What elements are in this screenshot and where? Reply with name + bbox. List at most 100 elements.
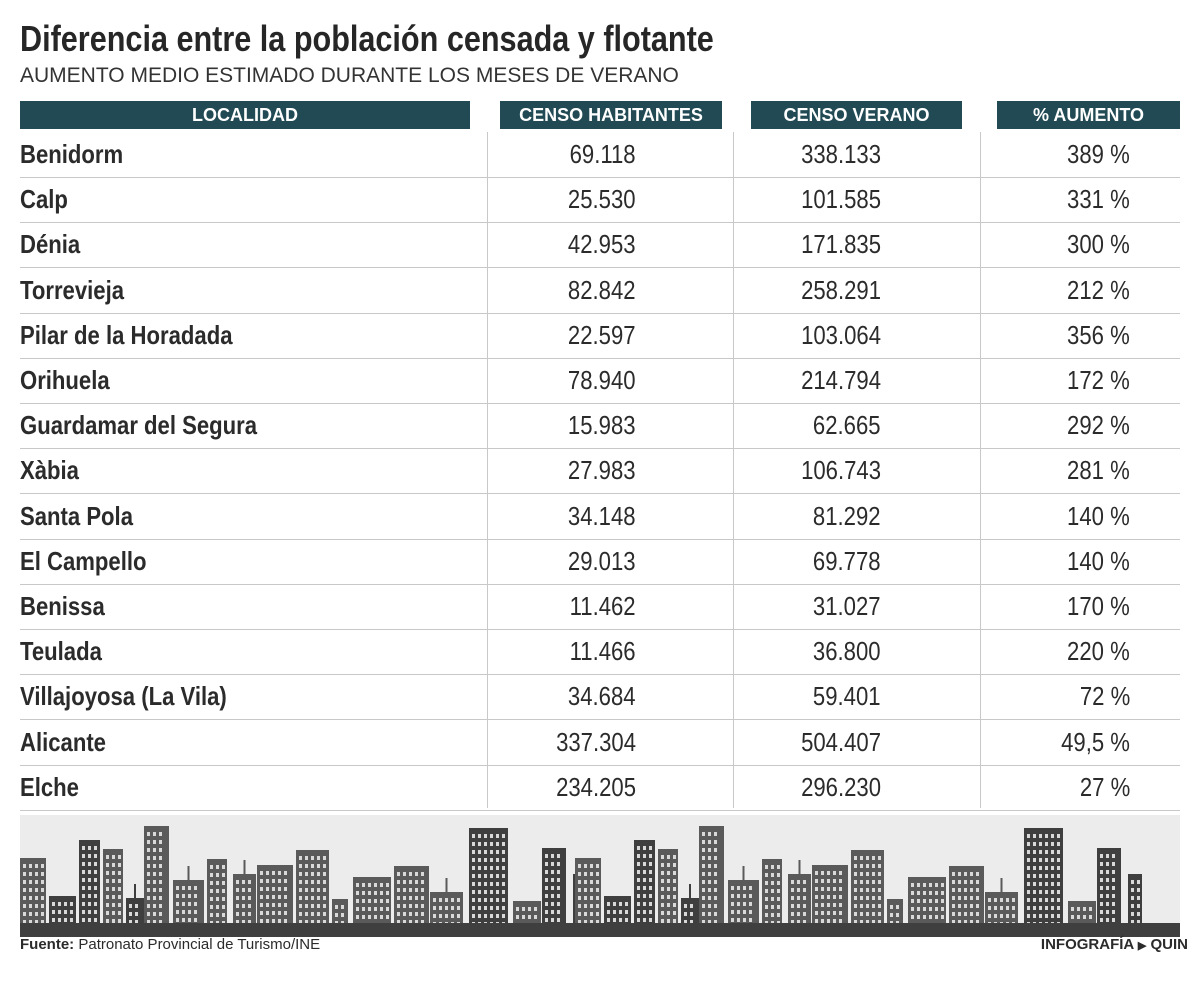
building [94,878,97,882]
building [860,920,863,924]
building [1112,910,1115,914]
building [1039,842,1042,846]
building [749,910,752,914]
building [911,891,914,895]
building [502,906,505,910]
building [551,854,554,858]
cell-value: 504.407 [801,726,881,757]
building [860,912,863,916]
building [522,915,525,919]
building [88,854,91,858]
cell-value: 214.794 [801,365,881,395]
building [266,903,269,907]
building [1137,896,1140,900]
cell-value: 337.304 [556,726,636,757]
building [502,858,505,862]
building [1045,882,1048,886]
building [457,914,460,918]
building [490,906,493,910]
building [1033,890,1036,894]
building [182,894,185,898]
building [551,902,554,906]
building [988,898,991,902]
building [484,874,487,878]
building [484,882,487,886]
building [260,871,263,875]
cell-value: 140 % [1067,545,1130,576]
building [147,896,150,900]
building [737,918,740,922]
building [777,913,780,917]
table-row: Alicante 337.304 504.407 49,5 % [20,720,1180,766]
building [362,883,365,887]
building [323,904,326,908]
building [159,864,162,868]
building [502,882,505,886]
building [911,883,914,887]
building [917,899,920,903]
building [878,912,881,916]
building [1100,886,1103,890]
building [1039,898,1042,902]
building [1106,894,1109,898]
building [70,910,73,914]
building [661,895,664,899]
building [94,846,97,850]
building [1100,918,1103,922]
building [311,856,314,860]
building [1100,910,1103,914]
cell-value: 220 % [1067,636,1130,667]
building [708,888,711,892]
building [112,895,115,899]
building [147,848,150,852]
building [335,913,338,917]
building [896,913,899,917]
building [815,895,818,899]
building [578,864,581,868]
building [1112,854,1115,858]
building [82,910,85,914]
building [159,848,162,852]
building [607,902,610,906]
building [147,832,150,836]
building [878,872,881,876]
building [58,902,61,906]
building [94,910,97,914]
cell-value: 81.292 [813,500,881,531]
building [106,895,109,899]
column-header: CENSO VERANO [751,101,962,129]
building [702,920,705,924]
building [88,910,91,914]
building [1051,914,1054,918]
building [305,920,308,924]
building [341,913,344,917]
building [791,912,794,916]
building [380,915,383,919]
building [854,888,857,892]
building [299,864,302,868]
building [1057,850,1060,854]
building [397,880,400,884]
building [1039,834,1042,838]
cell-value: 101.585 [801,184,881,215]
building [1106,854,1109,858]
building [439,906,442,910]
building [58,910,61,914]
building [731,918,734,922]
building [362,915,365,919]
building [821,911,824,915]
building [118,863,121,867]
building [714,880,717,884]
building [23,864,26,868]
building [643,862,646,866]
building [478,866,481,870]
building [415,888,418,892]
building [1051,866,1054,870]
building [353,877,391,927]
building [260,911,263,915]
building [1039,874,1042,878]
table-row: El Campello 29.013 69.778 140 % [20,539,1180,585]
building [106,871,109,875]
building [1057,858,1060,862]
building [421,880,424,884]
